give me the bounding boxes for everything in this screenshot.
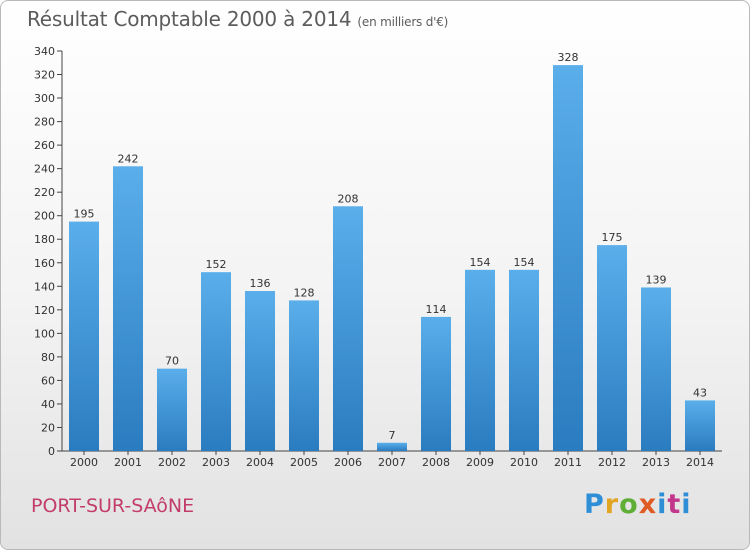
- y-tick-label: 160: [34, 257, 55, 270]
- chart-title: Résultat Comptable 2000 à 2014 (en millie…: [27, 7, 449, 31]
- bar-2008: [421, 316, 451, 451]
- x-tick-label: 2000: [70, 456, 98, 469]
- commune-name: PORT-SUR-SAôNE: [31, 495, 195, 517]
- x-tick-label: 2011: [554, 456, 582, 469]
- bar-2009: [465, 269, 495, 451]
- logo-letter: o: [619, 489, 639, 520]
- bar-2003: [201, 272, 231, 451]
- data-label-2008: 114: [426, 303, 447, 316]
- bar-2010: [509, 269, 539, 451]
- y-tick-label: 120: [34, 304, 55, 317]
- data-label-2002: 70: [165, 355, 179, 368]
- bar-2006: [333, 206, 363, 451]
- x-tick-label: 2005: [290, 456, 318, 469]
- data-label-2011: 328: [558, 51, 579, 64]
- x-tick-label: 2010: [510, 456, 538, 469]
- chart-bars: 195 242 70 152 136 128 208 7 114 154 154 328 175 139 4…: [69, 51, 715, 451]
- bar-2005: [289, 300, 319, 451]
- y-tick-label: 40: [41, 398, 55, 411]
- y-tick-label: 180: [34, 233, 55, 246]
- x-tick-label: 2014: [686, 456, 714, 469]
- y-tick-label: 100: [34, 327, 55, 340]
- y-tick-label: 280: [34, 116, 55, 129]
- x-tick-label: 2008: [422, 456, 450, 469]
- bar-2002: [157, 368, 187, 451]
- y-tick-label: 20: [41, 421, 55, 434]
- logo-letter: i: [681, 489, 692, 520]
- x-tick-label: 2007: [378, 456, 406, 469]
- bar-2013: [641, 287, 671, 451]
- data-label-2013: 139: [646, 273, 667, 286]
- x-tick-label: 2006: [334, 456, 362, 469]
- chart-subtitle: (en milliers d'€): [357, 15, 449, 29]
- chart-axes: 0 20 40 60 80 100 120 140 160 180 200 220 240 260 280 3…: [34, 45, 722, 469]
- bar-2014: [685, 400, 715, 451]
- bar-2007: [377, 442, 407, 451]
- x-tick-label: 2012: [598, 456, 626, 469]
- logo-letter: r: [604, 489, 620, 520]
- y-tick-label: 140: [34, 280, 55, 293]
- data-label-2006: 208: [338, 192, 359, 205]
- proxiti-logo: Proxiti: [584, 489, 692, 520]
- data-label-2014: 43: [693, 386, 707, 399]
- data-label-2001: 242: [118, 152, 139, 165]
- data-label-2003: 152: [206, 258, 227, 271]
- logo-letter: P: [584, 489, 605, 520]
- data-label-2009: 154: [470, 256, 491, 269]
- x-tick-label: 2003: [202, 456, 230, 469]
- bar-2000: [69, 221, 99, 451]
- bar-2004: [245, 291, 275, 451]
- logo-letter: i: [657, 489, 668, 520]
- logo-letter: t: [667, 489, 682, 520]
- bar-2001: [113, 166, 143, 451]
- data-label-2004: 136: [250, 277, 271, 290]
- y-tick-label: 220: [34, 186, 55, 199]
- y-tick-label: 80: [41, 351, 55, 364]
- bar-2011: [553, 65, 583, 451]
- y-tick-label: 240: [34, 163, 55, 176]
- bar-2012: [597, 245, 627, 451]
- y-tick-label: 340: [34, 45, 55, 58]
- y-tick-label: 320: [34, 69, 55, 82]
- data-label-2010: 154: [514, 256, 535, 269]
- data-label-2000: 195: [74, 208, 95, 221]
- y-tick-label: 0: [48, 445, 55, 458]
- x-tick-label: 2002: [158, 456, 186, 469]
- data-label-2005: 128: [294, 286, 315, 299]
- y-tick-label: 260: [34, 139, 55, 152]
- x-tick-label: 2001: [114, 456, 142, 469]
- x-tick-label: 2004: [246, 456, 274, 469]
- y-tick-label: 200: [34, 210, 55, 223]
- x-tick-label: 2009: [466, 456, 494, 469]
- data-label-2007: 7: [389, 429, 396, 442]
- x-tick-label: 2013: [642, 456, 670, 469]
- data-label-2012: 175: [602, 231, 623, 244]
- y-tick-label: 60: [41, 374, 55, 387]
- logo-letter: x: [638, 489, 658, 520]
- y-tick-label: 300: [34, 92, 55, 105]
